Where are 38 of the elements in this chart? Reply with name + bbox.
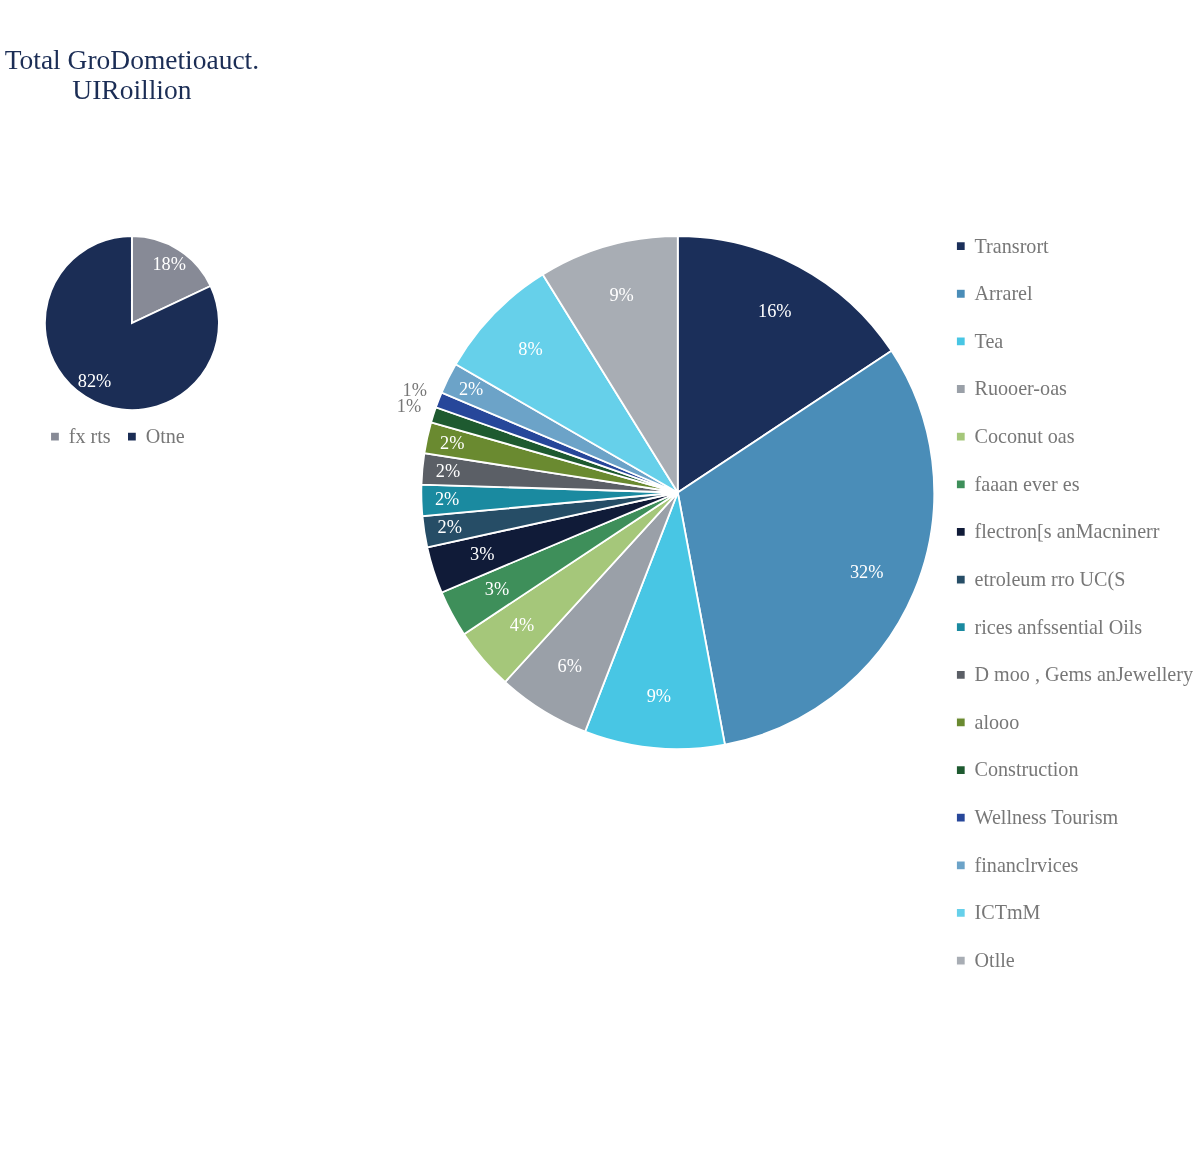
legend-label: ICTmM bbox=[974, 901, 1041, 924]
legend-label: Tea bbox=[974, 329, 1004, 352]
data-label: 4% bbox=[509, 615, 535, 636]
data-label: 9% bbox=[646, 686, 672, 707]
data-label: 32% bbox=[849, 561, 884, 582]
legend-label: fx rts bbox=[68, 425, 111, 448]
legend-label: Otne bbox=[145, 425, 185, 448]
data-label: 16% bbox=[758, 301, 792, 322]
data-label: 6% bbox=[557, 656, 582, 677]
text: Total GroDometioauct. bbox=[4, 45, 260, 76]
legend-label: Transrort bbox=[974, 234, 1050, 257]
data-label: 2% bbox=[437, 517, 462, 538]
data-label: 82% bbox=[77, 371, 112, 392]
legend-label: Coconut oas bbox=[974, 425, 1075, 448]
legend-label: Construction bbox=[974, 758, 1079, 781]
text: UIRoillion bbox=[72, 74, 192, 105]
legend-label: financlrvices bbox=[974, 853, 1079, 876]
legend-label: Arrarel bbox=[974, 282, 1034, 305]
data-label: 18% bbox=[152, 253, 186, 274]
data-label: 2% bbox=[434, 489, 460, 510]
data-label: 2% bbox=[435, 460, 461, 481]
legend-label: faaan ever es bbox=[974, 472, 1080, 495]
legend-label: Ruooer-oas bbox=[974, 377, 1068, 400]
pie-slice bbox=[43, 235, 220, 411]
legend-label: etroleum rro UC(S bbox=[974, 567, 1126, 591]
data-label: 1% bbox=[396, 396, 422, 417]
data-label: 2% bbox=[440, 432, 465, 453]
legend-label: alooo bbox=[974, 710, 1020, 733]
legend-label: flectron[s anMacninerr bbox=[974, 520, 1160, 543]
data-label: 2% bbox=[458, 379, 484, 400]
legend-label: Otlle bbox=[974, 948, 1015, 971]
legend-label: rices anfssential Oils bbox=[974, 615, 1143, 638]
legend-label: Wellness Tourism bbox=[974, 806, 1119, 829]
data-label: 3% bbox=[484, 579, 510, 600]
legend-label: D moo , Gems anJewellery bbox=[974, 663, 1194, 687]
data-label: 9% bbox=[609, 284, 634, 305]
data-label: 3% bbox=[470, 544, 495, 565]
data-label: 8% bbox=[518, 339, 543, 360]
